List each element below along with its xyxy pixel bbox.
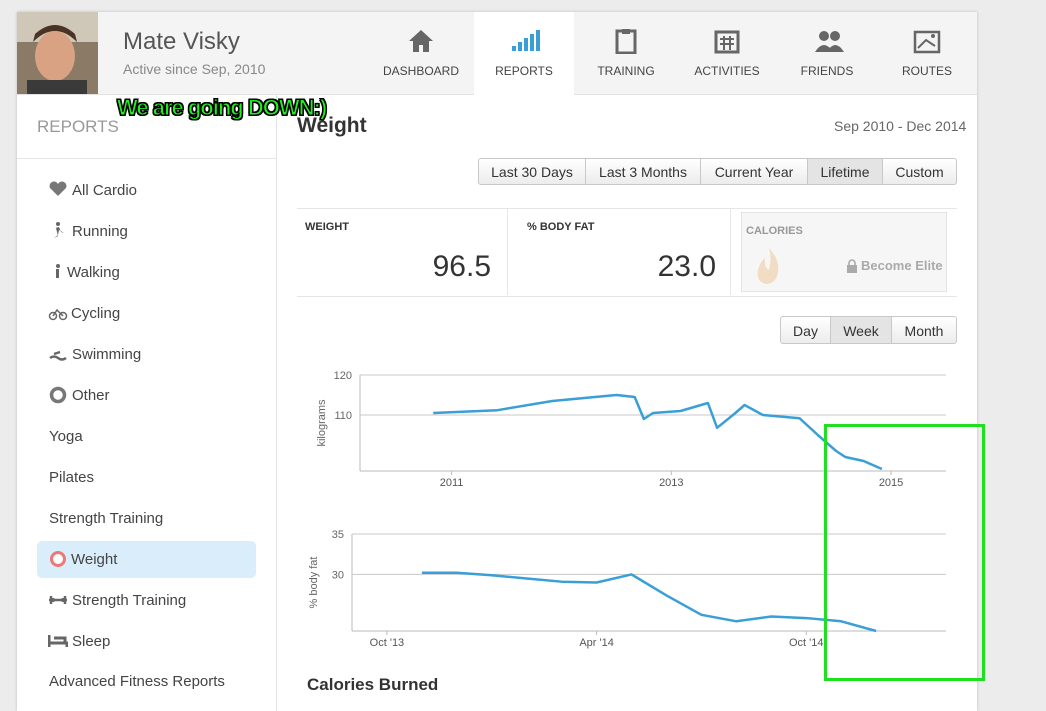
sidebar-icons [48,181,68,647]
sidebar-item[interactable]: Strength Training [49,510,164,527]
y-tick-label: 35 [332,529,344,541]
y-tick-label: 30 [332,569,344,581]
period-button[interactable]: Day [780,316,831,344]
x-tick-label: 2011 [440,477,464,489]
sidebar-item[interactable]: Yoga [49,428,83,445]
divider [730,209,731,295]
data-line [421,571,877,633]
x-tick-label: 2015 [879,477,903,489]
nav-tab[interactable]: DASHBOARD [371,12,471,95]
charts: 110 120 2011 2013 2015 kilograms 30 35 Oct '13 Ap… [308,370,946,649]
nav-label: FRIENDS [800,64,854,78]
nav-label: REPORTS [495,64,553,78]
sidebar [17,95,277,711]
sidebar-item[interactable]: Walking [67,264,120,281]
x-tick-label: Oct '14 [789,637,824,649]
y-axis-label: % body fat [308,557,320,609]
avatar [17,12,98,94]
stats-row [297,208,957,297]
report-range: Sep 2010 - Dec 2014 [834,118,967,134]
sidebar-item[interactable]: Pilates [49,469,95,486]
data-line [433,393,883,471]
range-button[interactable]: Current Year [700,158,808,185]
card [17,12,977,711]
sidebar-item[interactable]: Advanced Fitness Reports [49,673,225,690]
nav-tab[interactable]: ROUTES [877,12,977,95]
nav-tab[interactable]: TRAINING [576,12,676,95]
section-title: Calories Burned [307,675,439,694]
range-button[interactable]: Lifetime [807,158,883,185]
x-tick-label: Apr '14 [579,637,614,649]
annotation: We are going DOWN:) [116,95,327,121]
y-tick-label: 120 [334,370,352,382]
range-button[interactable]: Custom [882,158,957,185]
sidebar-item[interactable]: Cycling [71,305,121,322]
sidebar-item[interactable]: Strength Training [72,592,187,609]
stat-label: % BODY FAT [527,221,595,233]
x-tick-label: Oct '13 [370,637,405,649]
report-title: Weight [297,114,367,137]
sidebar-item[interactable]: Other [72,387,110,404]
sidebar-item[interactable]: Swimming [72,346,142,363]
range-button[interactable]: Last 3 Months [585,158,701,185]
user-since: Active since Sep, 2010 [123,61,266,77]
stat-value: 23.0 [657,250,716,283]
elite-link[interactable]: Become Elite [861,258,943,273]
user-name: Mate Visky [123,28,240,55]
sidebar-item[interactable]: All Cardio [72,182,138,199]
period-button[interactable]: Month [891,316,957,344]
stat-label: WEIGHT [305,221,349,233]
lock-icon [847,259,857,273]
divider [17,158,276,159]
nav-label: ROUTES [901,64,952,78]
nav-tab[interactable]: ACTIVITIES [677,12,777,95]
divider [507,209,508,295]
range-button[interactable]: Last 30 Days [478,158,586,185]
y-axis-label: kilograms [316,399,328,447]
x-tick-label: 2013 [659,477,683,489]
highlight-box [824,424,985,681]
y-tick-label: 110 [334,410,352,422]
period-button[interactable]: Week [830,316,892,344]
nav-tab[interactable]: FRIENDS [777,12,877,95]
nav-tab[interactable]: REPORTS [474,12,574,95]
sidebar-title: REPORTS [37,117,119,136]
sidebar-item[interactable]: Sleep [72,633,111,650]
nav-label: DASHBOARD [382,64,459,78]
stat-label: CALORIES [746,225,803,237]
nav-label: TRAINING [597,64,655,78]
stat-value: 96.5 [432,250,491,283]
nav-label: ACTIVITIES [694,64,760,78]
sidebar-item[interactable]: Running [72,223,128,240]
sidebar-item[interactable]: Weight [71,551,118,568]
flame-icon [757,248,779,284]
active-item-bg [37,541,256,578]
